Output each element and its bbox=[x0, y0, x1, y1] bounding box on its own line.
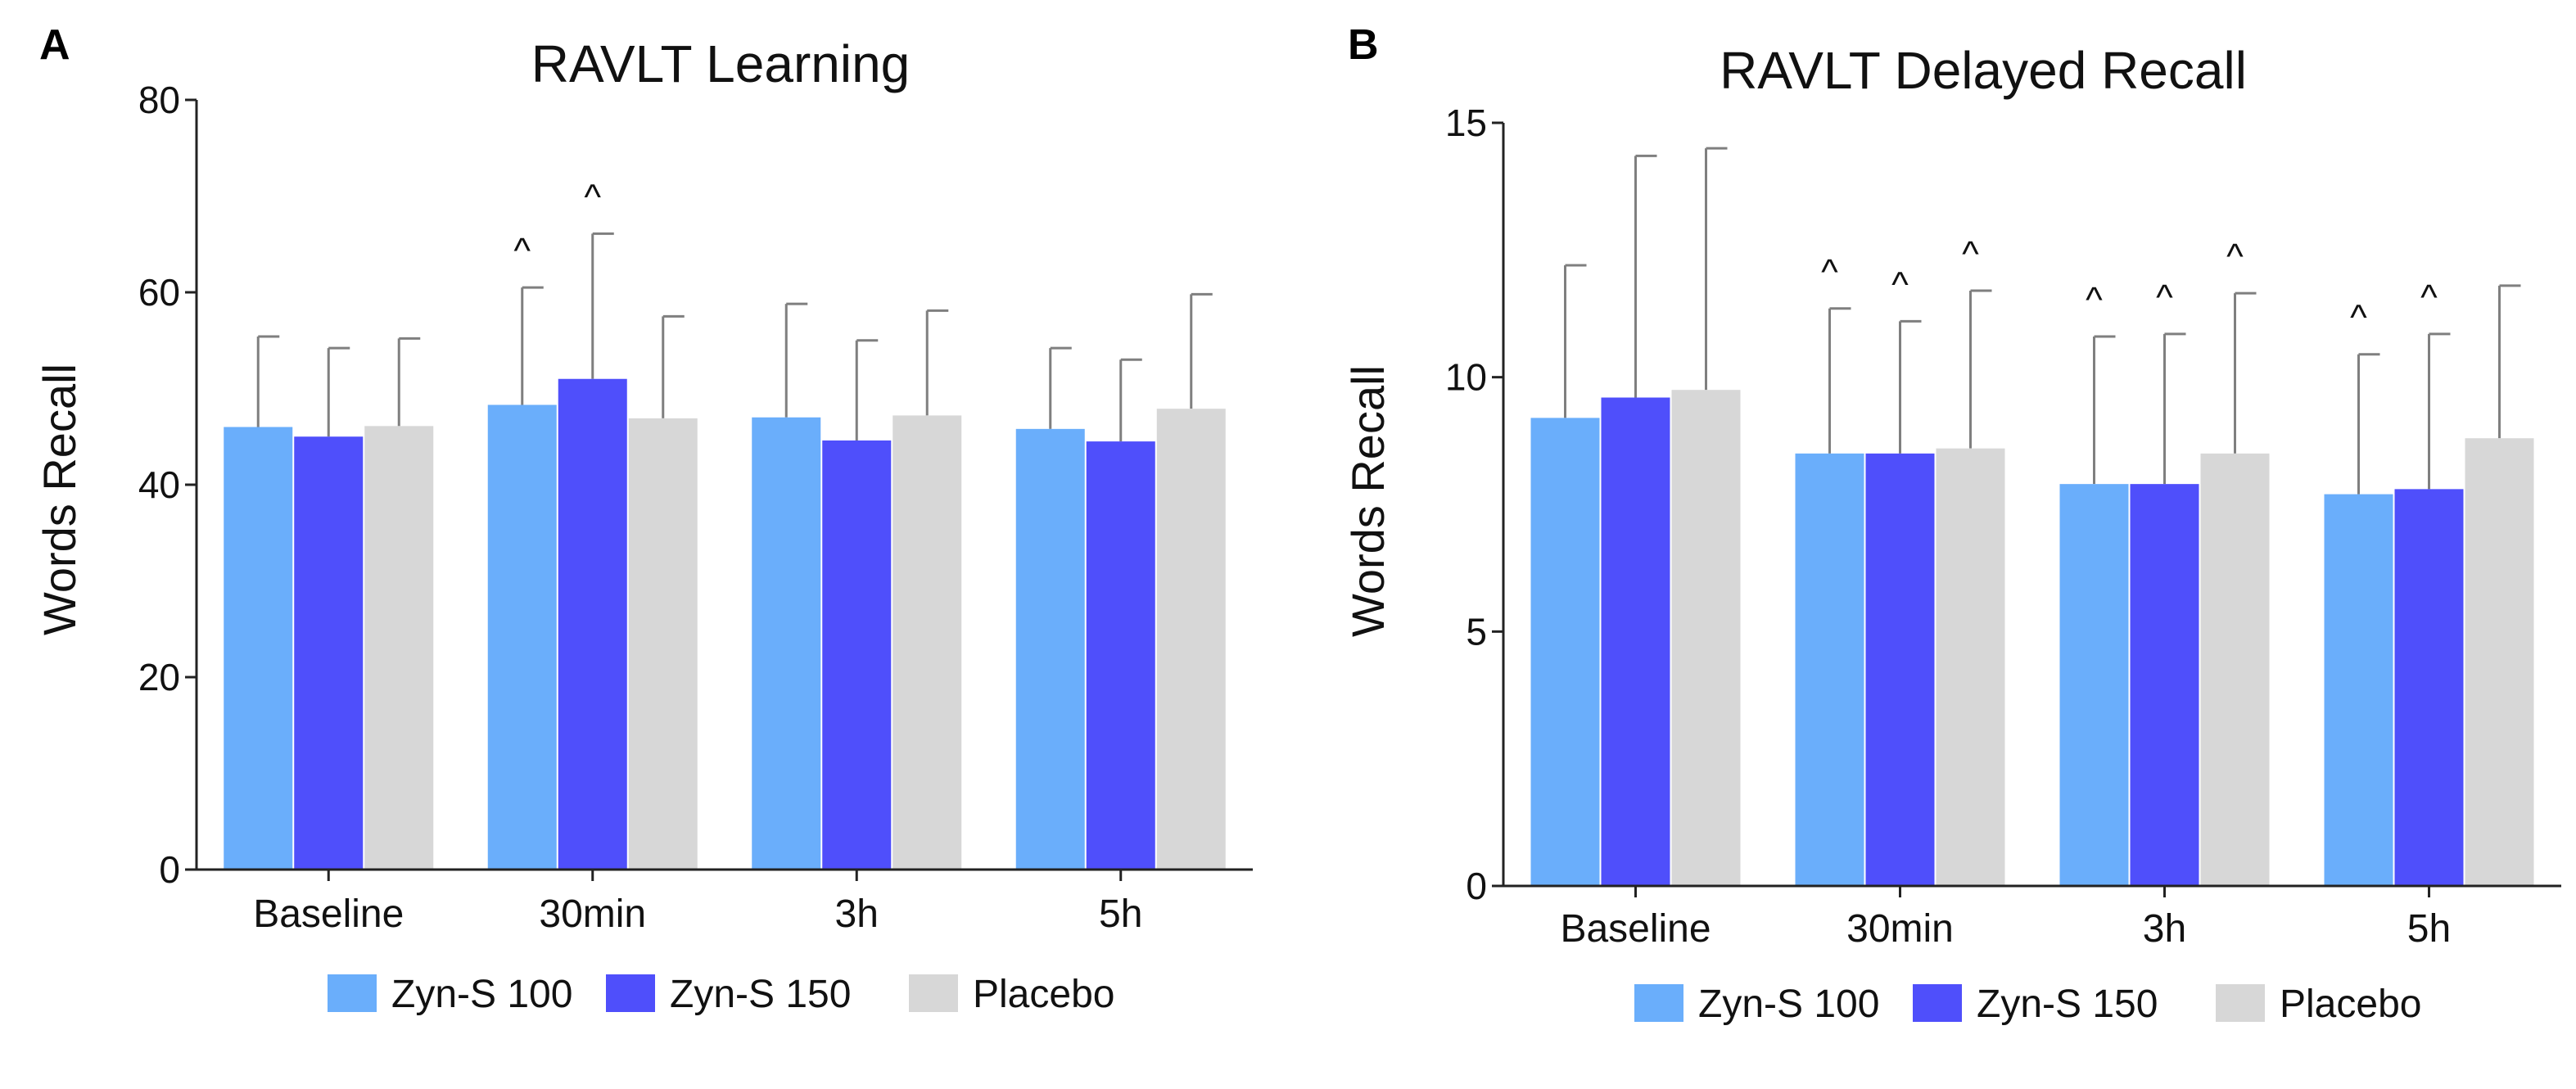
bar bbox=[558, 378, 627, 870]
significance-marker: ^ bbox=[2420, 278, 2438, 318]
bar bbox=[628, 418, 698, 870]
y-tick-label: 20 bbox=[138, 656, 180, 698]
significance-marker: ^ bbox=[1821, 252, 1838, 292]
bar bbox=[224, 427, 293, 870]
bar bbox=[2130, 484, 2199, 886]
y-axis-label-b: Words Recall bbox=[1342, 365, 1394, 637]
legend-label: Placebo bbox=[2280, 983, 2421, 1026]
bar bbox=[893, 415, 962, 870]
y-tick-label: 5 bbox=[1466, 610, 1487, 653]
bar bbox=[2200, 453, 2270, 886]
legend-label: Placebo bbox=[973, 973, 1114, 1016]
y-tick-label: 40 bbox=[138, 463, 180, 506]
bar bbox=[1015, 428, 1085, 870]
plot-area-b: 0 5 10 15 Baseline 30min ^ ^ ^ 3h ^ ^ ^ 5h ^ ^ Zyn-S 100… bbox=[1445, 102, 2561, 1026]
legend-swatch bbox=[2216, 984, 2265, 1022]
category-label: 30min bbox=[539, 892, 646, 936]
bar bbox=[2059, 484, 2129, 886]
significance-marker: ^ bbox=[2086, 280, 2103, 320]
legend-swatch bbox=[1634, 984, 1683, 1022]
category-label: 3h bbox=[835, 892, 879, 936]
category-label: 30min bbox=[1846, 907, 1954, 951]
significance-marker: ^ bbox=[2156, 278, 2173, 318]
bar bbox=[752, 417, 821, 870]
bar bbox=[1936, 448, 2005, 886]
bar bbox=[364, 426, 434, 870]
legend-swatch bbox=[909, 974, 958, 1012]
legend-label: Zyn-S 150 bbox=[1977, 983, 2158, 1026]
significance-marker: ^ bbox=[1891, 264, 1909, 305]
bar bbox=[1795, 453, 1864, 886]
panel-label-b: B bbox=[1348, 21, 1379, 69]
chart-title-a: RAVLT Learning bbox=[531, 34, 911, 93]
category-label: 3h bbox=[2143, 907, 2186, 951]
plot-area-a: 0 20 40 60 80 Baseline 30min ^ ^ 3h 5h Zyn-S 100 Zyn… bbox=[138, 79, 1253, 1016]
bar bbox=[1156, 409, 1226, 870]
bar bbox=[487, 404, 557, 870]
y-tick-label: 10 bbox=[1445, 356, 1487, 399]
bar bbox=[2324, 494, 2393, 886]
chart-title-b: RAVLT Delayed Recall bbox=[1720, 41, 2247, 100]
y-tick-label: 60 bbox=[138, 271, 180, 314]
y-tick-label: 80 bbox=[138, 79, 180, 121]
significance-marker: ^ bbox=[584, 177, 601, 217]
bar bbox=[1086, 441, 1155, 870]
legend-label: Zyn-S 100 bbox=[391, 973, 572, 1016]
legend-swatch bbox=[606, 974, 655, 1012]
bar bbox=[1865, 453, 1935, 886]
significance-marker: ^ bbox=[1962, 234, 1979, 274]
bar bbox=[294, 436, 364, 870]
bar bbox=[1530, 418, 1600, 887]
category-label: 5h bbox=[2407, 907, 2451, 951]
panel-label-a: A bbox=[39, 21, 70, 69]
legend-label: Zyn-S 150 bbox=[670, 973, 851, 1016]
significance-marker: ^ bbox=[2350, 298, 2367, 338]
y-tick-label: 0 bbox=[159, 848, 180, 891]
legend-label: Zyn-S 100 bbox=[1698, 983, 1879, 1026]
bar bbox=[2465, 438, 2534, 886]
bar bbox=[2394, 489, 2464, 886]
significance-marker: ^ bbox=[513, 231, 531, 271]
category-label: Baseline bbox=[253, 892, 404, 936]
bar bbox=[1671, 390, 1741, 886]
y-tick-label: 15 bbox=[1445, 102, 1487, 144]
y-axis-label-a: Words Recall bbox=[34, 364, 85, 635]
category-label: 5h bbox=[1099, 892, 1142, 936]
legend-swatch bbox=[1913, 984, 1962, 1022]
bar bbox=[1601, 397, 1670, 886]
y-tick-label: 0 bbox=[1466, 865, 1487, 907]
bar bbox=[822, 440, 892, 870]
category-label: Baseline bbox=[1560, 907, 1711, 951]
legend-swatch bbox=[328, 974, 377, 1012]
significance-marker: ^ bbox=[2226, 237, 2244, 277]
